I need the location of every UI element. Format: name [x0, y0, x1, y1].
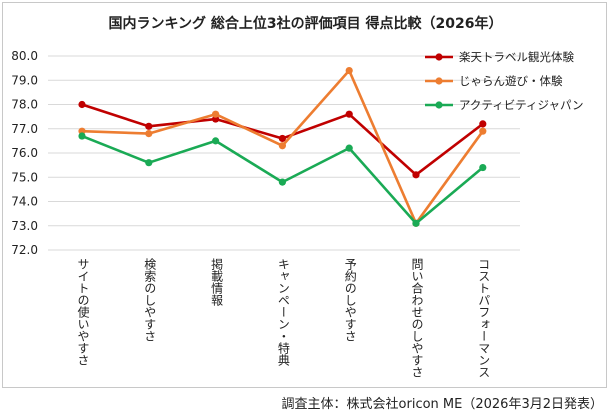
chart-frame: 国内ランキング 総合上位3社の評価項目 得点比較（2026年）: [2, 2, 607, 388]
chart-title: 国内ランキング 総合上位3社の評価項目 得点比較（2026年）: [108, 16, 503, 32]
y-tick-label: 79.0: [11, 73, 38, 87]
data-point-series-1: [479, 120, 487, 128]
y-tick-label: 80.0: [11, 49, 38, 63]
x-tick-label: 掲載情報: [210, 257, 224, 307]
data-point-series-2: [479, 127, 487, 135]
data-point-series-1: [78, 100, 86, 109]
x-tick-label: サイトの使いやすさ: [76, 258, 90, 366]
y-tick-label: 73.0: [11, 219, 38, 233]
legend-swatch-marker: [435, 53, 443, 61]
legend-swatch-marker: [435, 77, 443, 85]
legend-swatch-marker: [435, 101, 443, 109]
data-point-series-3: [412, 219, 420, 227]
legend-label: 楽天トラベル観光体験: [459, 50, 574, 64]
data-point-series-3: [479, 163, 487, 172]
x-tick-label: 問い合わせのしやすさ: [410, 258, 424, 378]
legend-label: じゃらん遊び・体験: [459, 74, 563, 88]
data-point-series-2: [278, 142, 286, 150]
y-tick-label: 72.0: [11, 243, 38, 257]
data-point-series-1: [278, 134, 286, 143]
x-tick-label: コストパフォーマンス: [477, 258, 491, 378]
data-point-series-3: [278, 178, 286, 186]
data-point-series-1: [345, 110, 353, 118]
data-point-series-3: [145, 159, 153, 167]
data-point-series-2: [145, 130, 153, 138]
data-point-series-2: [212, 110, 220, 118]
y-tick-label: 74.0: [11, 195, 38, 209]
x-tick-label: 検索のしやすさ: [143, 258, 157, 342]
y-tick-label: 75.0: [11, 170, 38, 184]
legend-label: アクティビティジャパン: [459, 98, 584, 112]
y-tick-label: 78.0: [11, 98, 38, 112]
x-tick-label: キャンペーン・特典: [276, 258, 290, 366]
y-tick-label: 76.0: [11, 146, 38, 160]
data-point-series-2: [345, 66, 353, 75]
data-point-series-1: [145, 122, 153, 130]
data-point-series-1: [412, 171, 420, 179]
data-point-series-3: [212, 137, 220, 145]
source-note: 調査主体：株式会社oricon ME（2026年3月2日発表）: [281, 397, 603, 412]
data-point-series-3: [78, 132, 86, 140]
y-tick-label: 77.0: [11, 122, 38, 136]
x-tick-label: 予約のしやすさ: [343, 258, 357, 342]
data-point-series-3: [345, 144, 353, 152]
